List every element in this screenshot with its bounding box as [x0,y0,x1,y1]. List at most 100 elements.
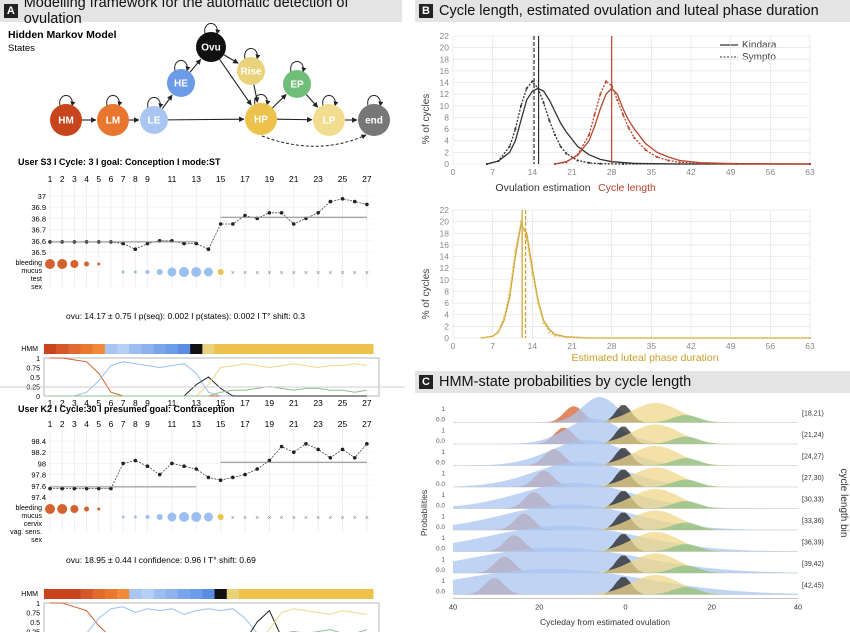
mucus-dot [203,267,213,277]
transition-arrow [189,58,202,73]
day-tick: 23 [313,419,323,429]
x-tick-label: 20 [708,603,716,612]
x-tick-label: 42 [686,167,696,177]
series-point [542,101,545,105]
state-label-he: HE [174,79,188,90]
y-tick-label: 10 [440,101,450,111]
hmm-state-cell [202,344,216,354]
mucus-none-mark: × [340,515,344,522]
day-tick-bottom: 9 [145,398,150,408]
day-tick: 19 [265,174,275,184]
transition-arrow [272,94,287,109]
series-point [497,159,500,163]
hmm-state-cell [275,344,289,354]
hmm-state-cell [43,589,57,599]
panel-c-title: HMM-state probabilities by cycle length [439,374,692,390]
day-tick: 5 [96,174,101,184]
day-tick: 5 [96,419,101,429]
hmm-state-cell [43,344,57,354]
series-point [587,161,591,164]
series-point [536,301,540,305]
y-tick-bottom: 0.0 [436,524,445,531]
temperature-point [182,241,186,246]
day-tick-bottom: 2 [60,398,65,408]
y-tick-top: 1 [441,406,445,413]
series-line-cycle-length-kindara [554,87,811,165]
bleeding-dot [97,507,101,511]
prob-tick: 0.25 [26,630,40,633]
series-point [519,104,523,107]
y-tick-bottom: 0.0 [436,438,445,445]
series-point [808,336,812,340]
y-tick-top: 1 [441,535,445,542]
day-tick-bottom: 17 [240,398,250,408]
day-tick-bottom: 27 [362,398,372,408]
state-density-area [453,488,798,509]
y-tick-label: 2 [444,321,449,331]
mucus-dot [217,269,224,275]
series-point [599,162,602,165]
x-tick-label: 40 [449,603,457,612]
transition-arrow [253,84,260,103]
hmm-state-cell [141,589,155,599]
day-tick: 1 [48,419,53,429]
series-point [525,87,528,90]
temperature-point [182,464,186,469]
observation-row-label: mucus [21,268,42,275]
temperature-point [133,247,138,251]
observation-row-label: sex [31,284,42,291]
series-point [701,162,704,165]
transition-arrow [161,94,173,110]
self-loop-arrow [290,61,307,73]
self-loop-arrow [367,95,384,107]
c-y-axis-label: Probabilities [419,490,429,536]
series-line-ovulation-estimation-sympto [486,80,810,165]
temperature-point [96,486,101,491]
bleeding-dot [97,262,101,266]
temperature-point [243,472,247,477]
temperature-point [365,442,369,446]
mucus-none-mark: × [316,515,320,522]
temperature-point [121,241,125,246]
y-tick-label: 0 [444,333,449,343]
b2-y-axis-label: % of cycles [421,269,432,320]
hmm-state-cell [360,344,374,354]
day-tick-bottom: 11 [167,398,176,408]
series-point [599,93,602,96]
hmm-state-cell [153,589,167,599]
transition-arrow [276,116,313,123]
bin-label: [30,33) [802,497,824,504]
y-tick-label: 14 [440,252,450,262]
hmm-state-cell [263,589,276,599]
temperature-point [304,442,308,446]
series-point [735,162,738,166]
y-tick-label: 10 [440,275,450,285]
x-tick-label: 42 [686,341,696,351]
temp-tick: 36.7 [31,226,46,235]
day-tick: 23 [313,174,323,184]
day-tick-bottom: 8 [133,398,138,408]
hmm-state-cell [312,344,325,354]
day-tick: 7 [121,419,126,429]
hmm-state-cell [324,344,337,354]
day-tick-bottom: 6 [109,398,114,408]
series-point [480,336,483,340]
hmm-state-cell [190,589,203,599]
bin-label: [33,36) [802,518,824,525]
y-tick-top: 1 [441,471,445,478]
day-tick: 11 [167,419,176,429]
bleeding-dot [84,261,90,267]
day-tick: 25 [338,174,348,184]
prob-tick: 1 [36,601,40,608]
day-tick-bottom: 13 [192,398,202,408]
state-ep [283,70,311,98]
user1-header: User S3 I Cycle: 3 I goal: Conception I … [18,157,221,167]
day-tick-bottom: 3 [72,398,77,408]
hmm-state-cell [214,589,228,599]
x-tick-label: 7 [490,167,495,177]
mucus-none-mark: × [292,270,296,277]
x-tick-label: 0 [623,603,627,612]
series-point [593,113,596,116]
temperature-point [291,450,296,455]
y-tick-bottom: 0.0 [436,481,445,488]
